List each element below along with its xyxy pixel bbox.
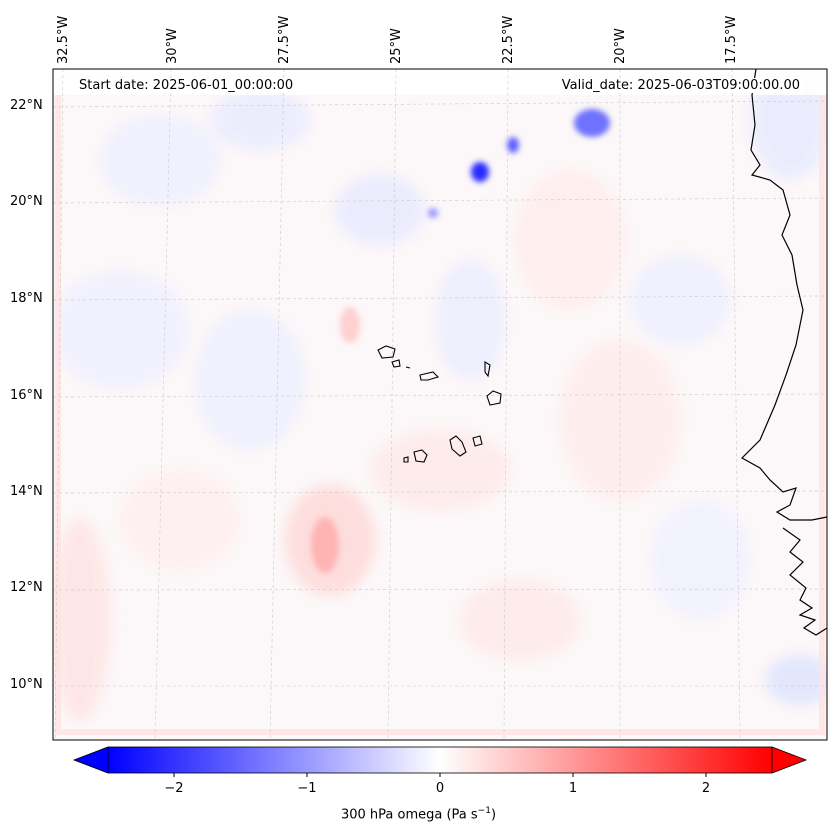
lon-label-32.5w: 32.5°W (56, 15, 71, 64)
colorbar-tick: 1 (568, 781, 578, 796)
coastline-africa (741, 68, 828, 636)
colorbar-label-exponent: −1 (477, 806, 491, 816)
colorbar-tick: −1 (297, 781, 317, 796)
colorbar-tick: 0 (435, 781, 445, 796)
lon-label-30w: 30°W (165, 28, 180, 64)
lon-label-25w: 25°W (389, 28, 404, 64)
lon-label-22.5w: 22.5°W (501, 15, 516, 64)
colorbar (72, 746, 808, 777)
colorbar-tick: 2 (701, 781, 711, 796)
omega-field (53, 69, 827, 740)
valid-date: Valid_date: 2025-06-03T09:00:00.00 (557, 78, 804, 93)
colorbar-label: 300 hPa omega (Pa s−1) (0, 806, 837, 822)
start-date: Start date: 2025-06-01_00:00:00 (75, 78, 298, 93)
colorbar-label-close: ) (490, 807, 497, 823)
lon-label-27.5w: 27.5°W (277, 15, 292, 64)
map-frame (52, 68, 828, 741)
colorbar-tick: −2 (164, 781, 184, 796)
lon-label-17.5w: 17.5°W (724, 15, 739, 64)
lat-label-20n: 20°N (10, 194, 43, 209)
lon-label-20w: 20°W (613, 28, 628, 64)
lat-label-14n: 14°N (10, 484, 43, 499)
lat-label-12n: 12°N (10, 580, 43, 595)
colorbar-label-text: 300 hPa omega (Pa s (340, 807, 478, 823)
lat-label-22n: 22°N (10, 98, 43, 113)
lat-label-18n: 18°N (10, 291, 43, 306)
cabo-verde-islands (377, 345, 502, 463)
lat-label-16n: 16°N (10, 388, 43, 403)
graticule (52, 68, 828, 741)
lat-label-10n: 10°N (10, 677, 43, 692)
